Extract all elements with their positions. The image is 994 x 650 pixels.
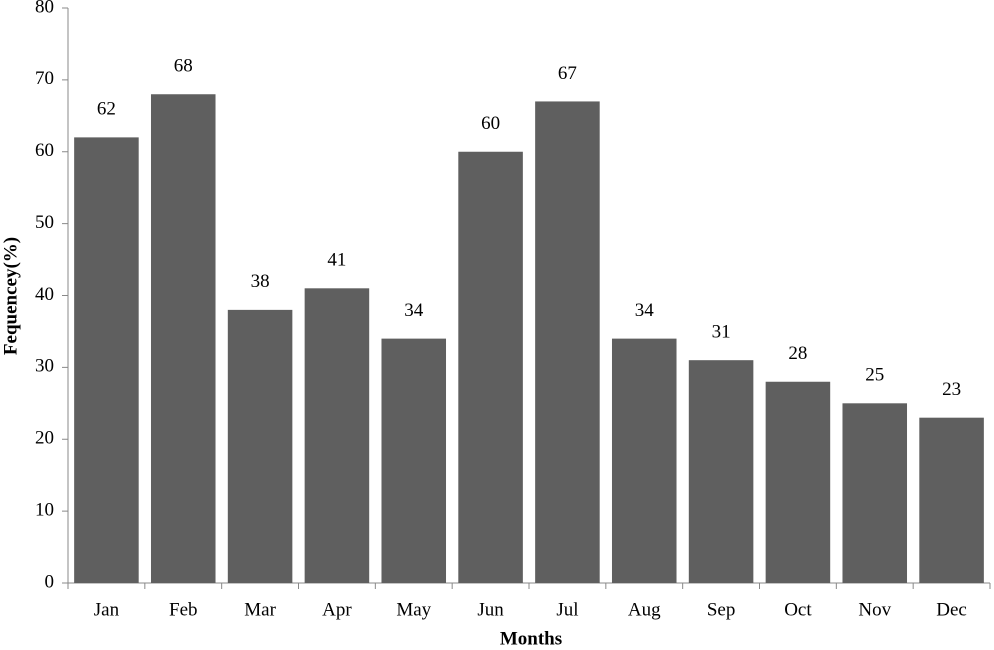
y-tick-label: 40 bbox=[35, 284, 54, 305]
x-tick-label: Feb bbox=[169, 599, 198, 620]
x-tick-label: May bbox=[396, 599, 431, 620]
x-tick-label: Jul bbox=[556, 599, 578, 620]
data-label: 25 bbox=[865, 365, 884, 386]
x-tick-label: Dec bbox=[936, 599, 967, 620]
data-label: 38 bbox=[251, 271, 270, 292]
bar bbox=[611, 338, 677, 583]
bar bbox=[688, 360, 754, 583]
bar bbox=[535, 101, 600, 583]
y-tick-label: 30 bbox=[35, 356, 54, 377]
y-tick-label: 50 bbox=[35, 212, 54, 233]
bar bbox=[765, 381, 831, 583]
x-tick-label: Oct bbox=[784, 599, 812, 620]
x-tick-label: Nov bbox=[858, 599, 891, 620]
y-tick-label: 80 bbox=[35, 0, 54, 17]
data-label: 34 bbox=[635, 300, 655, 321]
bar bbox=[458, 151, 523, 583]
bar bbox=[74, 137, 139, 583]
x-tick-label: Sep bbox=[707, 599, 736, 620]
bar bbox=[304, 288, 370, 583]
data-label: 23 bbox=[942, 379, 961, 400]
data-label: 28 bbox=[788, 343, 807, 364]
x-tick-label: Jun bbox=[477, 599, 504, 620]
bar bbox=[227, 309, 293, 583]
y-tick-label: 10 bbox=[35, 499, 54, 520]
y-axis-label: Fequencey(%) bbox=[0, 237, 21, 355]
bar bbox=[150, 94, 216, 583]
data-label: 41 bbox=[327, 250, 346, 271]
x-tick-label: Jan bbox=[94, 599, 120, 620]
x-axis-label: Months bbox=[500, 628, 562, 649]
bar bbox=[919, 417, 984, 583]
y-tick-label: 70 bbox=[35, 68, 54, 89]
data-label: 31 bbox=[712, 322, 731, 343]
data-label: 67 bbox=[558, 63, 577, 84]
data-label: 34 bbox=[404, 300, 424, 321]
data-label: 68 bbox=[174, 56, 193, 77]
y-tick-label: 60 bbox=[35, 140, 54, 161]
x-tick-label: Aug bbox=[628, 599, 661, 620]
x-tick-label: Apr bbox=[322, 599, 352, 620]
bar bbox=[842, 403, 908, 583]
data-label: 62 bbox=[97, 99, 116, 120]
data-label: 60 bbox=[481, 113, 500, 134]
y-tick-label: 20 bbox=[35, 428, 54, 449]
x-tick-label: Mar bbox=[244, 599, 276, 620]
bar bbox=[381, 338, 447, 583]
y-tick-label: 0 bbox=[45, 571, 55, 592]
